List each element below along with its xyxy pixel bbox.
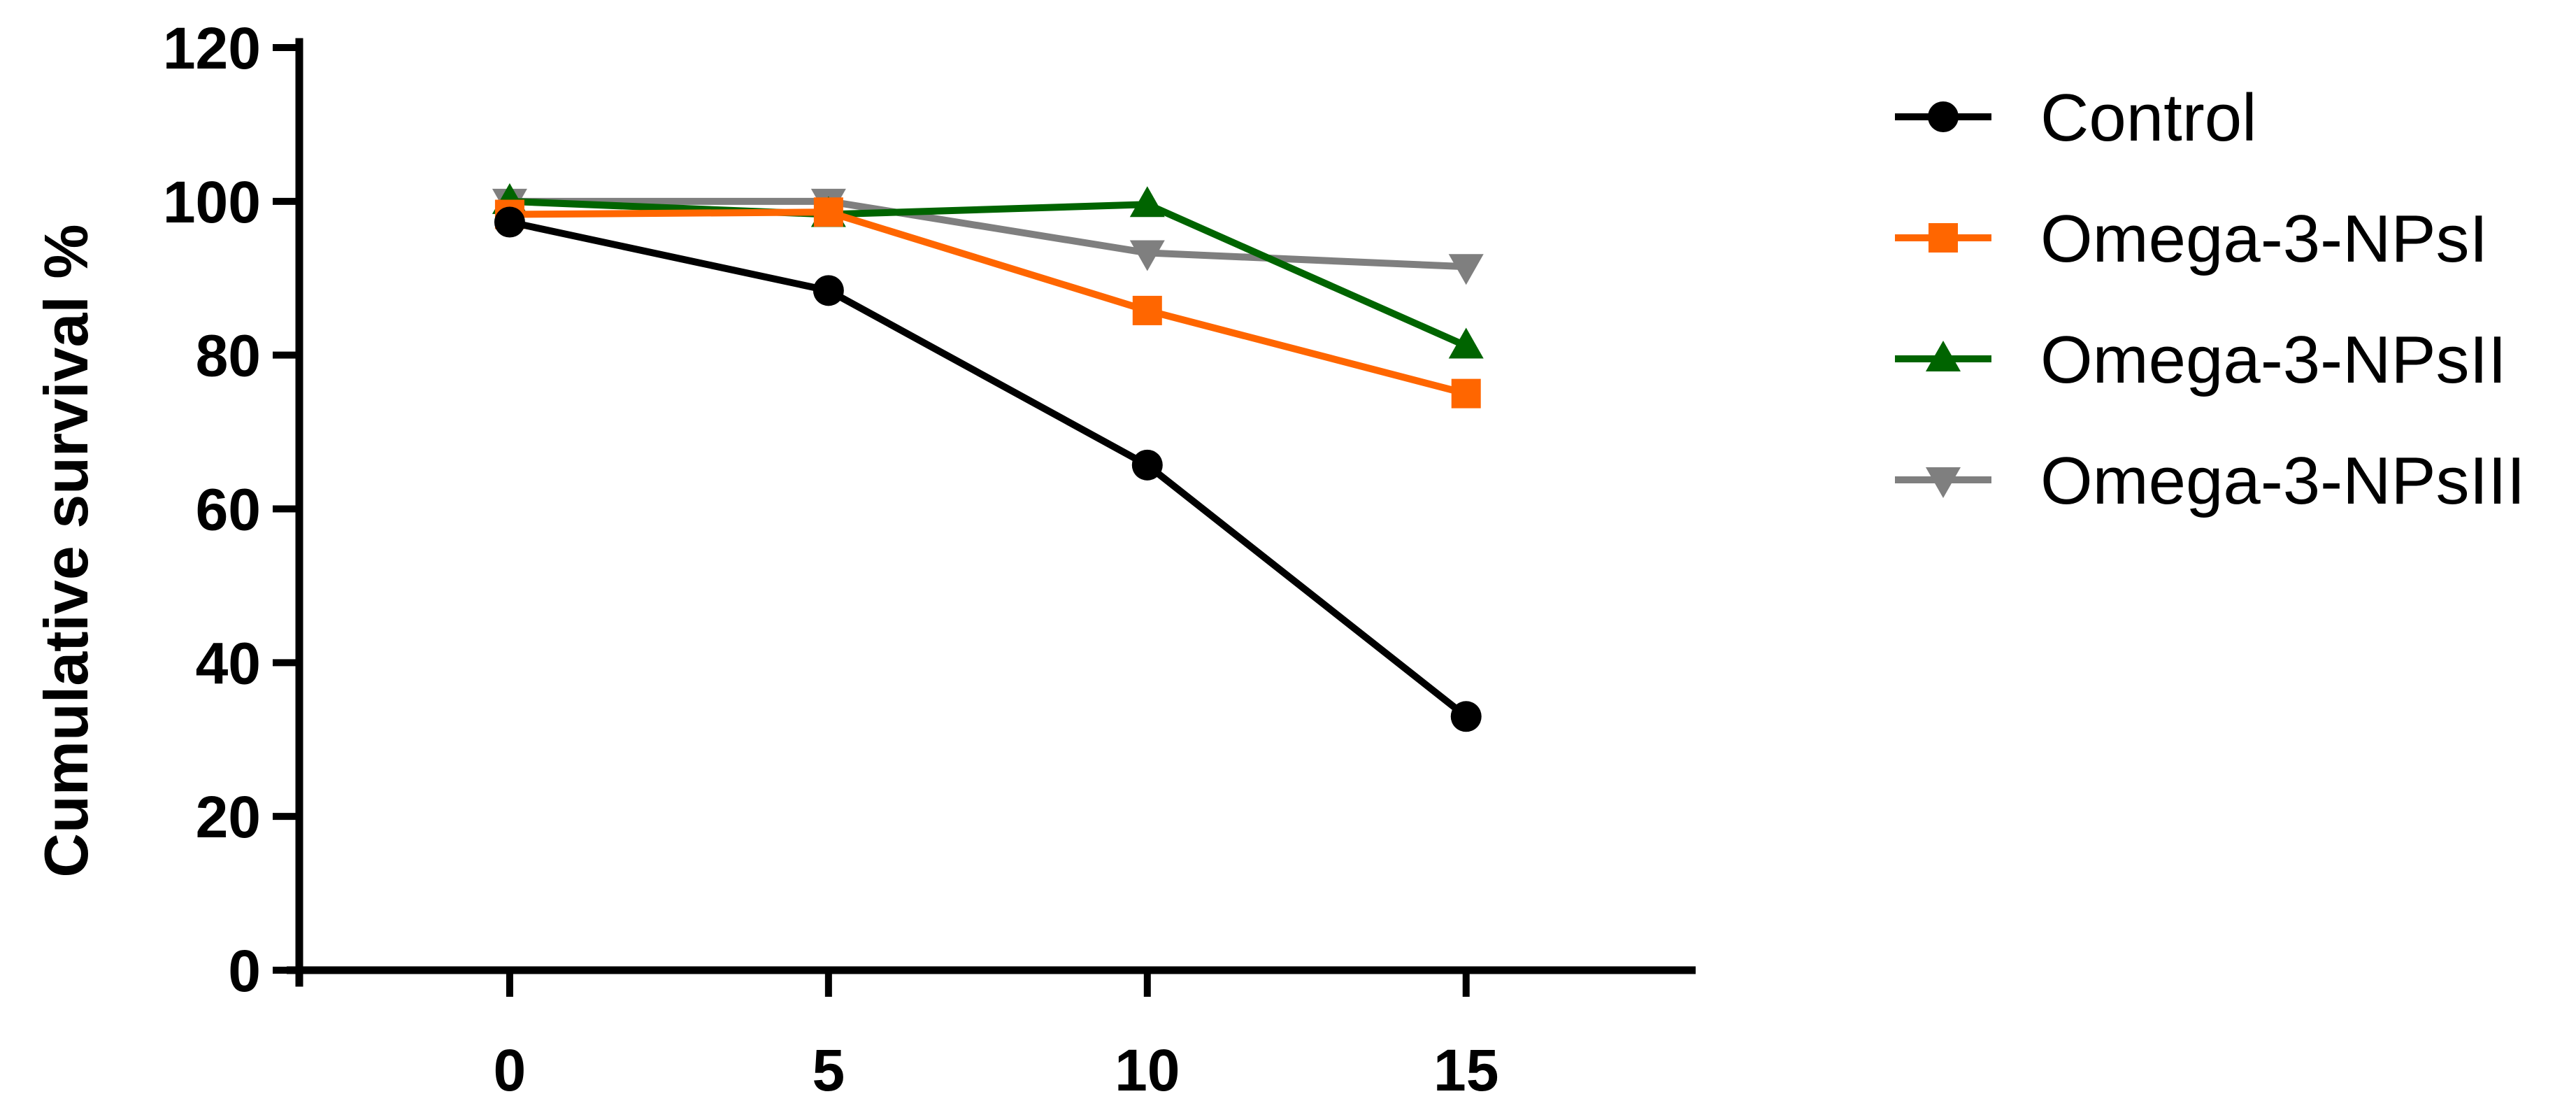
legend-label: Omega-3-NPsIII — [2040, 443, 2526, 518]
y-tick-label: 80 — [196, 323, 261, 389]
y-tick-label: 20 — [196, 784, 261, 850]
axes: 0 20 40 60 80 100 120 0 5 10 15 Cumulative survival… — [31, 15, 1696, 1103]
data-point — [1131, 449, 1163, 481]
legend-label: Omega-3-NPsI — [2040, 201, 2488, 276]
legend-item: Omega-3-NPsII — [1895, 322, 2507, 397]
legend-label: Omega-3-NPsII — [2040, 322, 2507, 397]
y-tick-label: 100 — [163, 169, 261, 235]
y-axis-title: Cumulative survival % — [31, 224, 101, 877]
data-point — [813, 197, 843, 227]
x-tick-label: 15 — [1433, 1037, 1498, 1103]
y-tick-label: 60 — [196, 477, 261, 543]
series-control — [494, 206, 1482, 732]
legend-label: Control — [2040, 80, 2256, 155]
x-tick-label: 10 — [1115, 1037, 1180, 1103]
data-point — [494, 206, 525, 238]
legend-marker — [1929, 223, 1958, 253]
legend-marker — [1926, 341, 1961, 371]
legend-marker — [1928, 101, 1959, 132]
x-tick-label: 5 — [812, 1037, 845, 1103]
series-line — [509, 197, 1468, 350]
data-point — [1129, 240, 1165, 271]
legend-item: Control — [1895, 80, 2256, 155]
series-line — [509, 197, 1466, 271]
data-point — [1448, 254, 1484, 285]
data-point — [813, 275, 844, 306]
series-group — [492, 183, 1484, 732]
y-tick-label: 40 — [196, 630, 261, 696]
data-point — [1129, 186, 1165, 218]
y-tick-label: 120 — [163, 15, 261, 81]
data-point — [1132, 295, 1162, 325]
data-point — [1448, 327, 1484, 359]
series-line — [508, 218, 1468, 720]
legend-item: Omega-3-NPsIII — [1895, 443, 2526, 518]
series-omega-3-npsiii — [492, 188, 1484, 285]
legend-marker — [1926, 467, 1961, 498]
series-line — [509, 208, 1467, 397]
legend-item: Omega-3-NPsI — [1895, 201, 2488, 276]
data-point — [1450, 701, 1482, 732]
legend: Control Omega-3-NPsI Omega-3-NPsII Omega-3-… — [1895, 80, 2526, 518]
x-tick-label: 0 — [494, 1037, 527, 1103]
series-omega-3-npsii — [492, 183, 1484, 359]
y-tick-label: 0 — [228, 938, 261, 1004]
data-point — [1451, 378, 1481, 409]
